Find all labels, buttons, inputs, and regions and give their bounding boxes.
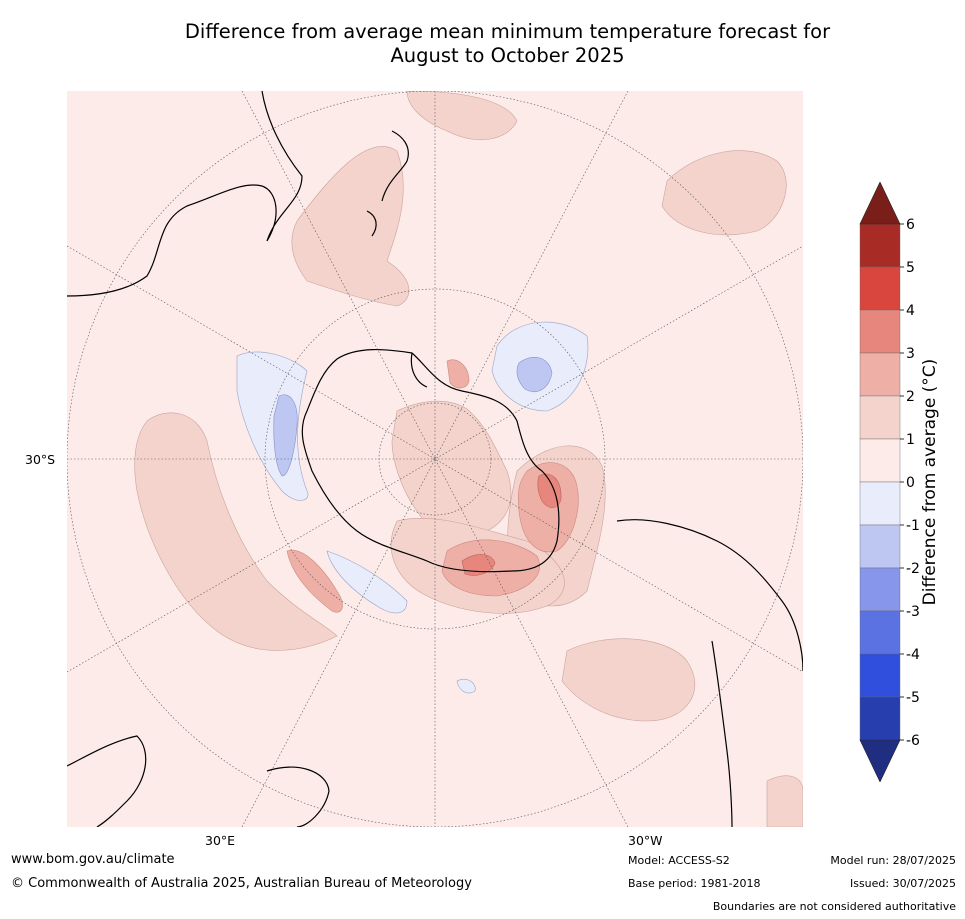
warm-region-far-south-east: [766, 775, 803, 827]
colorbar-segment: [859, 610, 901, 655]
colorbar-tick-label: 6: [906, 217, 915, 233]
colorbar-ticks: 6 5 4 3 2 1 0 -1 -2 -3 -4 -5 -6: [900, 217, 920, 749]
warm-region-north-east: [661, 150, 787, 236]
colorbar-tick-label: 2: [906, 389, 915, 405]
map-title: Difference from average mean minimum tem…: [0, 20, 965, 68]
colorbar-segment: [859, 653, 901, 698]
colorbar-tick-label: -3: [906, 604, 920, 620]
colorbar-segment: [859, 438, 901, 483]
issued-date: Issued: 30/07/2025: [849, 877, 956, 890]
model-run-date: Model run: 28/07/2025: [830, 854, 956, 867]
website-link[interactable]: www.bom.gov.au/climate: [11, 852, 175, 867]
colorbar-segment: [859, 266, 901, 311]
colorbar-tick-label: 4: [906, 303, 915, 319]
australia-coastline: [67, 91, 303, 297]
colorbar-tick-label: 5: [906, 260, 915, 276]
africa-coastline: [67, 735, 147, 827]
colorbar-tick-label: -1: [906, 518, 920, 534]
warm-region-2-3-ross: [446, 359, 470, 389]
latitude-circle-60: [264, 288, 606, 630]
warm-region-north-west: [406, 91, 518, 141]
colorbar-segments: [859, 223, 901, 741]
cool-region-south: [326, 550, 408, 614]
polar-map-canvas: [67, 91, 803, 827]
model-name: Model: ACCESS-S2: [628, 854, 730, 867]
map-title-line-2: August to October 2025: [390, 44, 625, 67]
warm-region-indian-ocean: [134, 412, 338, 651]
colorbar-tick-label: 1: [906, 432, 915, 448]
colorbar-segment: [859, 567, 901, 612]
cool-region-small: [456, 679, 476, 694]
colorbar-segment: [859, 309, 901, 354]
colorbar-over-triangle: [859, 182, 901, 225]
cool-region-1-2-indian: [273, 394, 298, 477]
warm-anomaly-1-2-regions: [134, 91, 803, 827]
colorbar-segment: [859, 524, 901, 569]
colorbar-segment: [859, 395, 901, 440]
colorbar-tick-label: -5: [906, 690, 920, 706]
coastlines: [67, 91, 803, 827]
colorbar-tick-label: -2: [906, 561, 920, 577]
map-title-line-1: Difference from average mean minimum tem…: [184, 20, 831, 43]
boundary-disclaimer: Boundaries are not considered authoritat…: [712, 900, 956, 913]
warm-region-south-pacific-north: [291, 146, 410, 307]
madagascar-coastline: [266, 766, 330, 827]
antarctic-peninsula-coastline: [410, 352, 428, 388]
south-america-coastline: [616, 519, 803, 827]
colorbar-segment: [859, 481, 901, 526]
warm-region-3-4-south: [461, 554, 496, 576]
colorbar-tick-label: -4: [906, 647, 920, 663]
graticule: [67, 91, 803, 827]
cool-anomaly-1-2-regions: [273, 356, 553, 477]
copyright-notice: © Commonwealth of Australia 2025, Austra…: [11, 876, 472, 891]
warm-region-2-3-west: [286, 549, 343, 613]
colorbar: 6 5 4 3 2 1 0 -1 -2 -3 -4 -5 -6: [859, 182, 920, 782]
colorbar-tick-label: 0: [906, 475, 915, 491]
colorbar-segment: [859, 352, 901, 397]
colorbar-segment: [859, 696, 901, 741]
warm-anomaly-2-3-regions: [286, 359, 579, 613]
colorbar-tick-label: -6: [906, 733, 920, 749]
warm-anomaly-3-4-regions: [461, 473, 562, 576]
colorbar-segment: [859, 223, 901, 268]
cool-region-indian: [236, 351, 309, 501]
polar-map: [67, 91, 803, 827]
antarctica-coastline: [301, 348, 560, 573]
colorbar-title: Difference from average (°C): [920, 358, 940, 606]
base-period: Base period: 1981-2018: [628, 877, 761, 890]
warm-region-antarctica-center: [391, 400, 512, 537]
latitude-label-30s: 30°S: [25, 452, 56, 467]
warm-region-3-4-east: [537, 473, 562, 508]
longitude-label-30e: 30°E: [205, 833, 236, 848]
warm-region-2-3-east: [517, 462, 579, 553]
colorbar-tick-label: 3: [906, 346, 915, 362]
new-zealand-north-coastline: [381, 130, 409, 202]
new-zealand-south-coastline: [366, 210, 377, 237]
warm-region-atlantic: [561, 638, 696, 722]
colorbar-under-triangle: [859, 739, 901, 782]
longitude-label-30w: 30°W: [628, 833, 663, 848]
cool-region-1-2-pacific: [516, 356, 553, 393]
